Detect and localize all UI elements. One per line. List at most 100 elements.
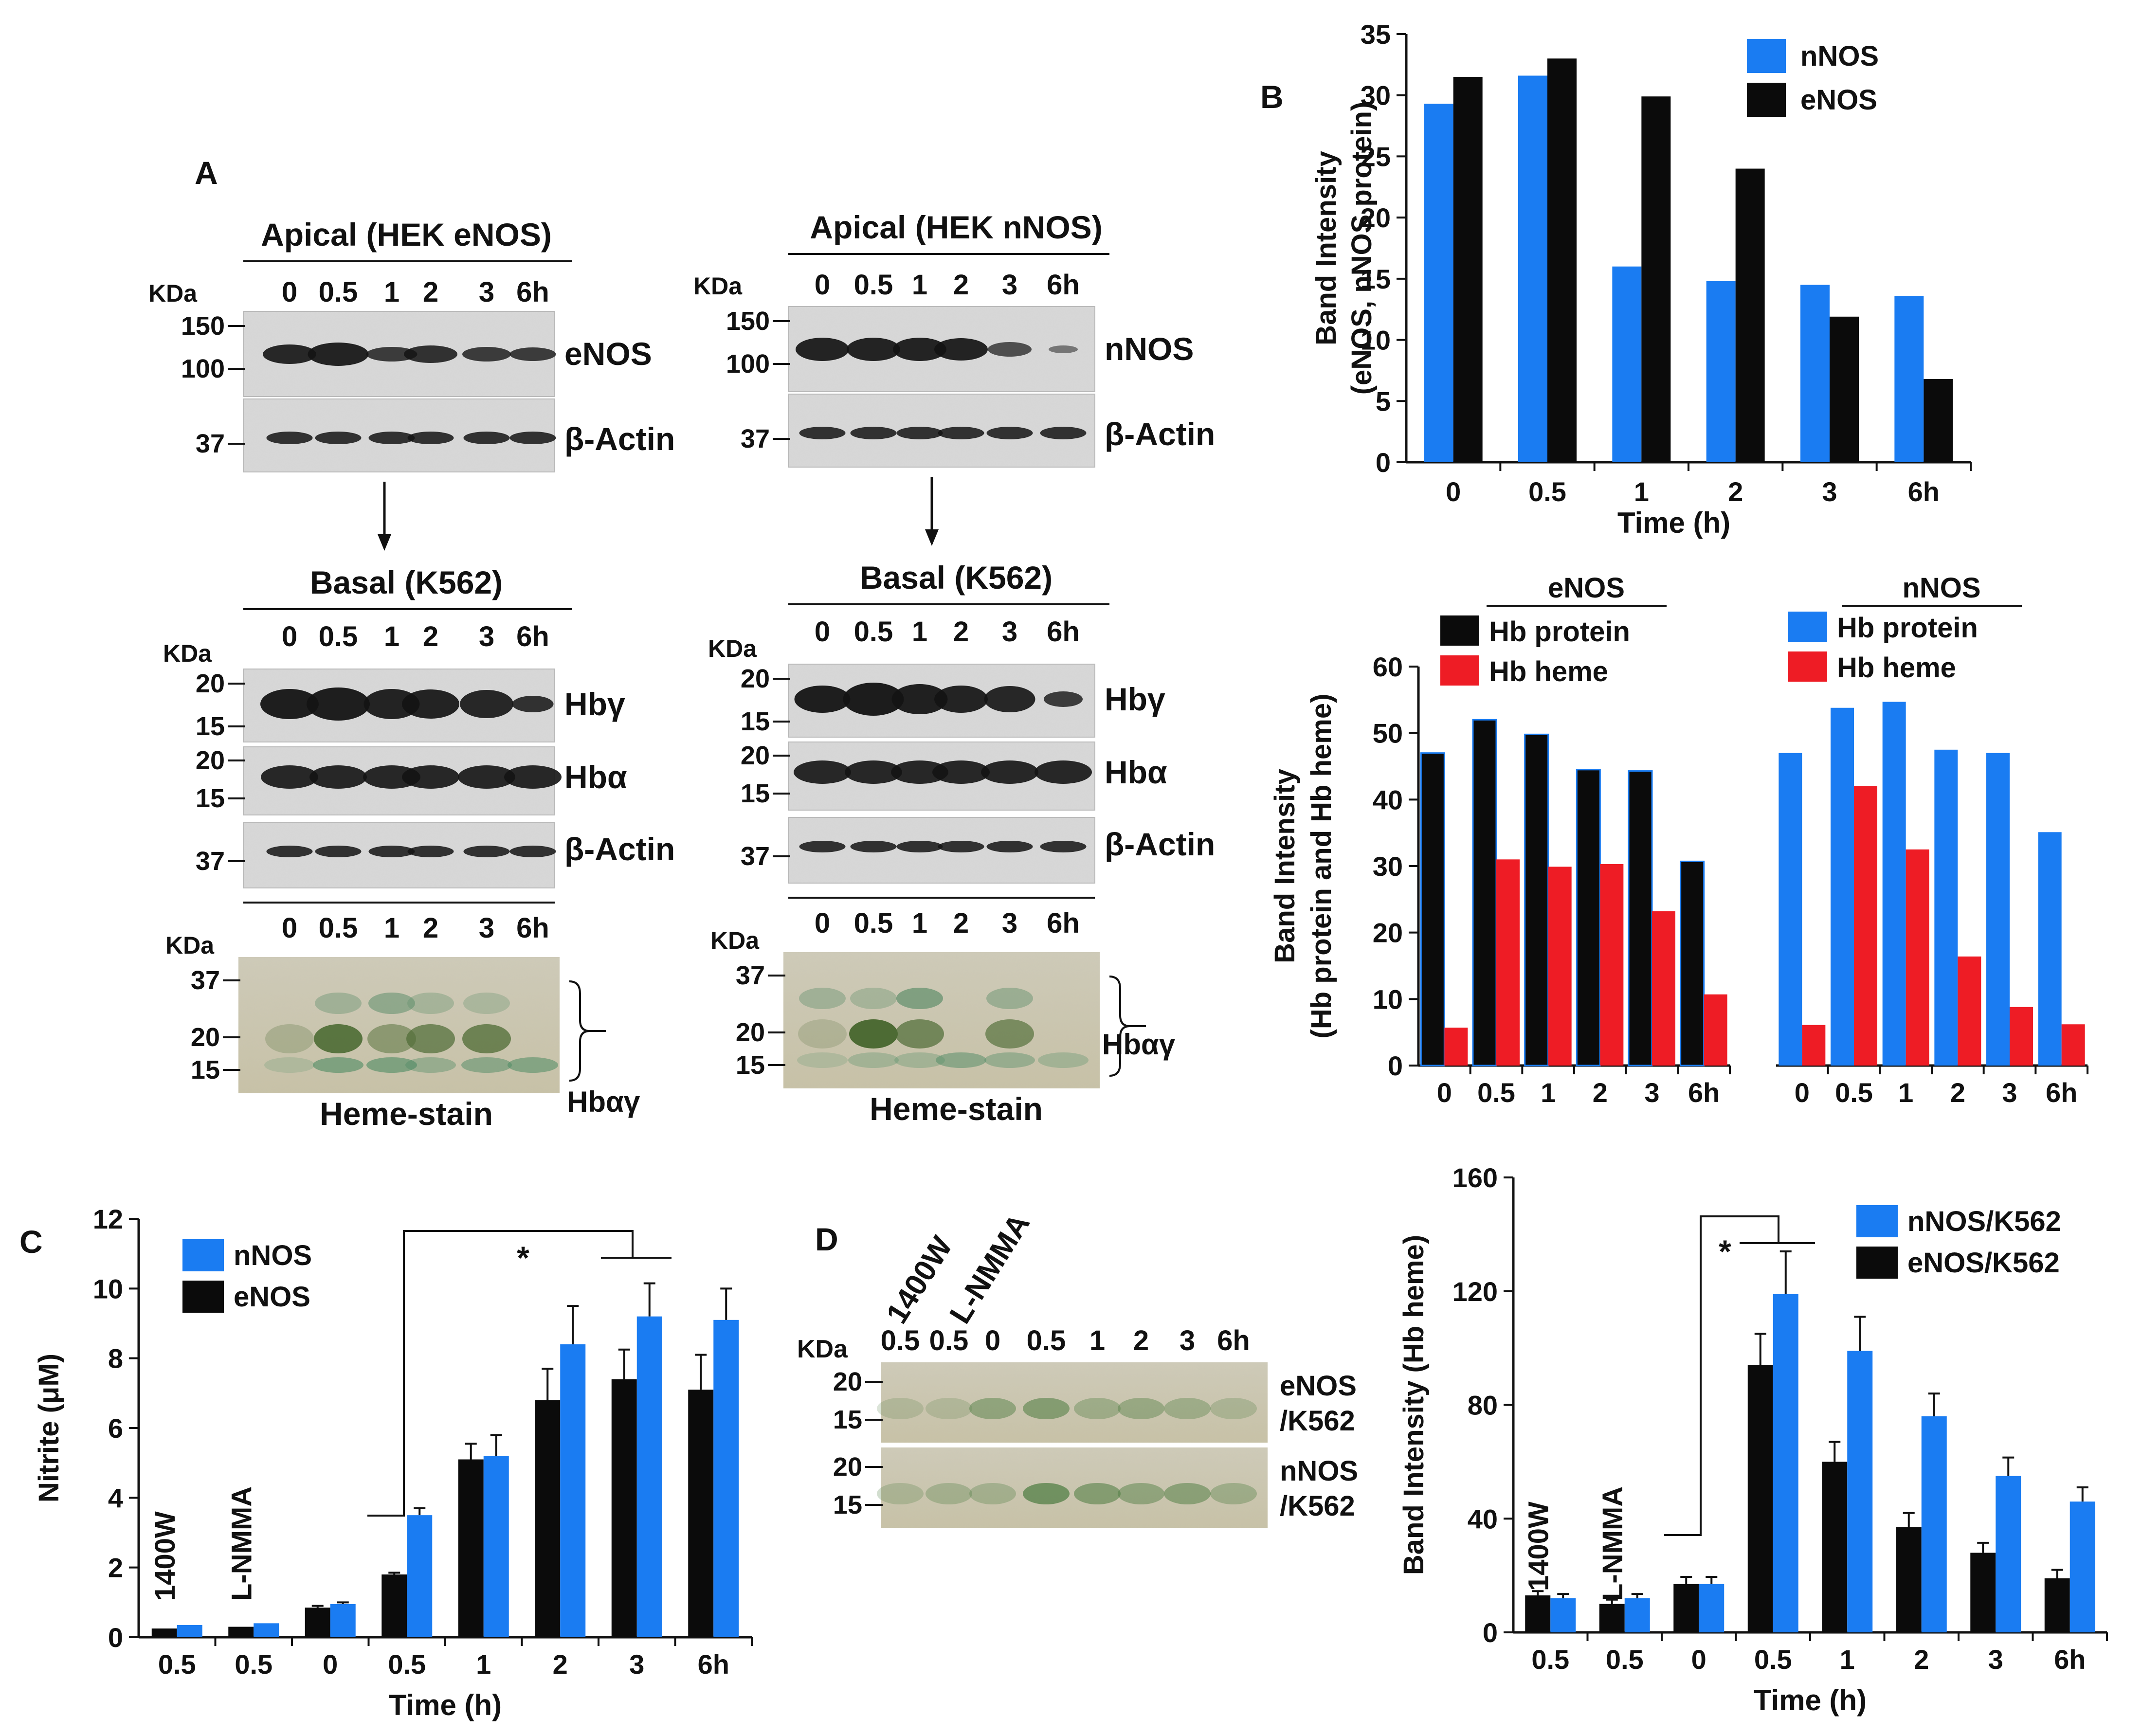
bar-enos-3 (381, 1574, 407, 1637)
x-axis-label: Time (h) (1754, 1684, 1867, 1717)
x-tick-label: 0 (1446, 476, 1461, 507)
actin-band (407, 432, 454, 444)
d-row-label-b-0: /K562 (1280, 1405, 1355, 1437)
apical-lane-4: 3 (479, 276, 494, 308)
apical-lane-1: 0.5 (319, 276, 358, 308)
d-lane-3: 0.5 (1027, 1325, 1066, 1356)
actin2-band (315, 846, 362, 857)
apical-lane-1: 0.5 (854, 269, 893, 301)
d-heme-band (969, 1398, 1016, 1419)
legend-swatch-0 (1856, 1205, 1898, 1237)
actin-band (463, 432, 510, 444)
bar-enos-k562-6 (1970, 1553, 1996, 1632)
mw-37-label: 37 (196, 429, 225, 458)
mw-heme-15-label: 15 (736, 1050, 765, 1080)
y-axis-label-2: (eNOS, nNOS protein) (1346, 102, 1378, 395)
heme-lane-5: 6h (1047, 907, 1080, 939)
y-tick-label: 40 (1468, 1503, 1498, 1534)
bar-enos-hb-heme-5 (1704, 994, 1727, 1066)
bar-nnos-3 (1706, 281, 1736, 462)
basal-lane-3: 2 (953, 616, 969, 648)
hb-gamma-band (402, 689, 459, 719)
apical-lane-0: 0 (282, 276, 297, 308)
legend-label-0-0: Hb protein (1489, 616, 1630, 648)
bar-enos-7 (688, 1390, 714, 1637)
mw-15b-label: 15 (196, 784, 225, 813)
y-tick-label: 20 (1361, 202, 1391, 233)
y-tick-label: 35 (1361, 19, 1391, 50)
heme-band-lower (461, 1057, 512, 1073)
hb-gamma-band (307, 687, 370, 721)
mw-heme-20-label: 20 (736, 1018, 765, 1047)
bar-enos-hb-heme-0 (1444, 1028, 1468, 1066)
actin-band (266, 432, 313, 444)
legend-label-1: eNOS/K562 (1907, 1247, 2060, 1279)
mw-20b-label: 20 (196, 746, 225, 775)
mw-100-label: 100 (181, 354, 225, 383)
basal-title: Basal (K562) (860, 560, 1053, 596)
kda-label-d: KDa (797, 1335, 848, 1363)
bar-nnos-k562-0 (1550, 1598, 1576, 1632)
bar-nnos-hb-heme-3 (1958, 956, 1981, 1066)
hb-alpha-band (458, 765, 515, 789)
y-tick-label: 0 (1388, 1050, 1403, 1081)
x-tick-label: 1 (476, 1649, 491, 1680)
d-mw-20-0-label: 20 (833, 1367, 862, 1396)
x-tick-label: 1 (1898, 1077, 1913, 1108)
d-heme-band (926, 1483, 972, 1504)
heme-band-middle (985, 1019, 1034, 1049)
kda-label-basal: KDa (163, 640, 212, 667)
d-blot-texture-0 (881, 1362, 1268, 1443)
x-tick-label: 0.5 (1531, 1644, 1569, 1675)
d-heme-band (1164, 1398, 1211, 1419)
legend-label-enos: eNOS (1800, 84, 1877, 116)
heme-band-upper (986, 988, 1033, 1009)
panel-label-b: B (1260, 79, 1284, 115)
bar-enos-k562-2 (1673, 1584, 1699, 1632)
legend-swatch-0-0 (1440, 615, 1479, 646)
nos-band (893, 338, 946, 361)
actin2-label: β-Actin (564, 831, 675, 867)
bar-enos-k562-7 (2044, 1578, 2070, 1632)
bar-nnos-hb-protein-5 (2038, 832, 2062, 1066)
mw-heme-15-label: 15 (191, 1055, 220, 1085)
heme-band-lower (366, 1057, 417, 1073)
heme-lane-3: 2 (423, 912, 438, 944)
nos-band (847, 338, 900, 361)
d-lane-2: 0 (985, 1325, 1000, 1356)
heme-lane-3: 2 (953, 907, 969, 939)
bar-nnos-0 (1424, 104, 1453, 463)
x-tick-label: 6h (2046, 1077, 2077, 1108)
apical-lane-3: 2 (953, 269, 969, 301)
actin2-band (509, 846, 556, 857)
nos-band (263, 344, 316, 364)
heme-band-middle (314, 1024, 363, 1053)
x-tick-label: 0.5 (388, 1649, 426, 1680)
basal-lane-3: 2 (423, 621, 438, 652)
actin2-band (896, 841, 943, 852)
actin2-band (799, 841, 846, 852)
bar-enos-hb-protein-3 (1576, 769, 1601, 1067)
heme-lane-4: 3 (1002, 907, 1017, 939)
heme-band-middle (406, 1024, 455, 1053)
y-tick-label: 15 (1361, 264, 1391, 294)
x-tick-label: 6h (1908, 476, 1940, 507)
actin2-band (938, 841, 984, 852)
d-heme-band (1118, 1398, 1164, 1419)
mw-heme-37-label: 37 (191, 966, 220, 995)
x-axis-label: Time (h) (1617, 506, 1730, 539)
bar-nnos-k562-2 (1699, 1584, 1724, 1632)
actin2-band (850, 841, 897, 852)
hb-gamma-band (794, 686, 851, 713)
y-tick-label: 12 (93, 1204, 123, 1234)
group-title-0: eNOS (1548, 572, 1625, 604)
y-tick-label: 10 (1361, 325, 1391, 356)
heme-band-lower (848, 1052, 899, 1068)
inhibitor-label-0: 1400W (149, 1511, 181, 1601)
legend-swatch-1 (1856, 1247, 1898, 1279)
x-tick-label: 1 (1541, 1077, 1556, 1108)
y-tick-label: 10 (1373, 984, 1403, 1014)
